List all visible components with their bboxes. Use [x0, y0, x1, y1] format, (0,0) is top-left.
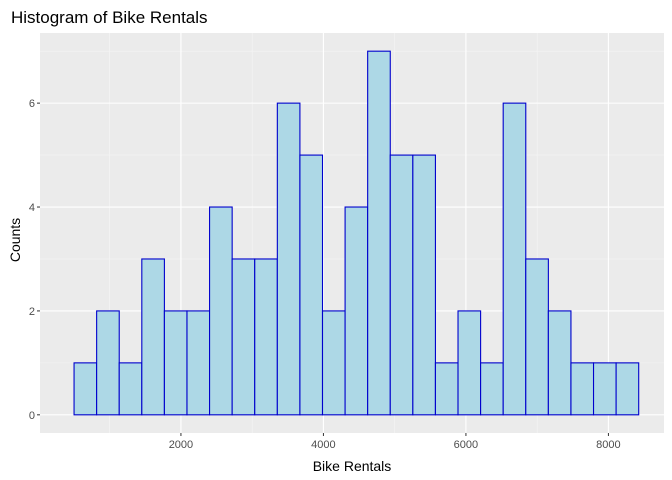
- histogram-bar-23: [570, 362, 595, 416]
- y-axis-title: Counts: [7, 218, 23, 262]
- x-tick-label: 2000: [169, 439, 193, 451]
- histogram-bar-18: [457, 310, 482, 416]
- histogram-bars: [73, 50, 640, 416]
- y-axis: 0 2 4 6: [29, 98, 40, 422]
- chart-title: Histogram of Bike Rentals: [11, 8, 208, 27]
- histogram-bar-24: [592, 362, 617, 416]
- histogram-bar-21: [525, 258, 549, 416]
- x-tick-label: 8000: [596, 439, 620, 451]
- histogram-bar-2: [96, 310, 120, 416]
- histogram-bar-12: [321, 310, 346, 416]
- histogram-bar-8: [231, 258, 256, 416]
- histogram-bar-25: [615, 362, 640, 416]
- x-axis: 2000 4000 6000 8000: [169, 433, 621, 451]
- y-tick-label: 4: [29, 202, 35, 214]
- x-tick-label: 6000: [454, 439, 478, 451]
- x-tick-label: 4000: [311, 439, 335, 451]
- histogram-bar-11: [299, 154, 324, 416]
- histogram-bar-5: [163, 310, 188, 416]
- histogram-bar-6: [186, 310, 211, 416]
- histogram-bar-9: [254, 258, 278, 416]
- histogram-bar-3: [118, 362, 143, 416]
- histogram-bar-4: [141, 258, 165, 416]
- y-tick-label: 0: [29, 410, 35, 422]
- histogram-bar-17: [434, 362, 459, 416]
- histogram-bar-13: [344, 206, 369, 416]
- histogram-bar-16: [412, 154, 436, 416]
- histogram-bar-10: [276, 102, 301, 416]
- histogram-bar-14: [367, 50, 391, 416]
- x-axis-title: Bike Rentals: [313, 458, 392, 474]
- histogram-bar-22: [547, 310, 572, 416]
- histogram-bar-20: [502, 102, 527, 416]
- histogram-bar-15: [389, 154, 414, 416]
- histogram-bar-1: [73, 362, 98, 416]
- y-tick-label: 6: [29, 98, 35, 110]
- histogram-bar-7: [209, 206, 233, 416]
- histogram-bar-19: [480, 362, 504, 416]
- y-tick-label: 2: [29, 306, 35, 318]
